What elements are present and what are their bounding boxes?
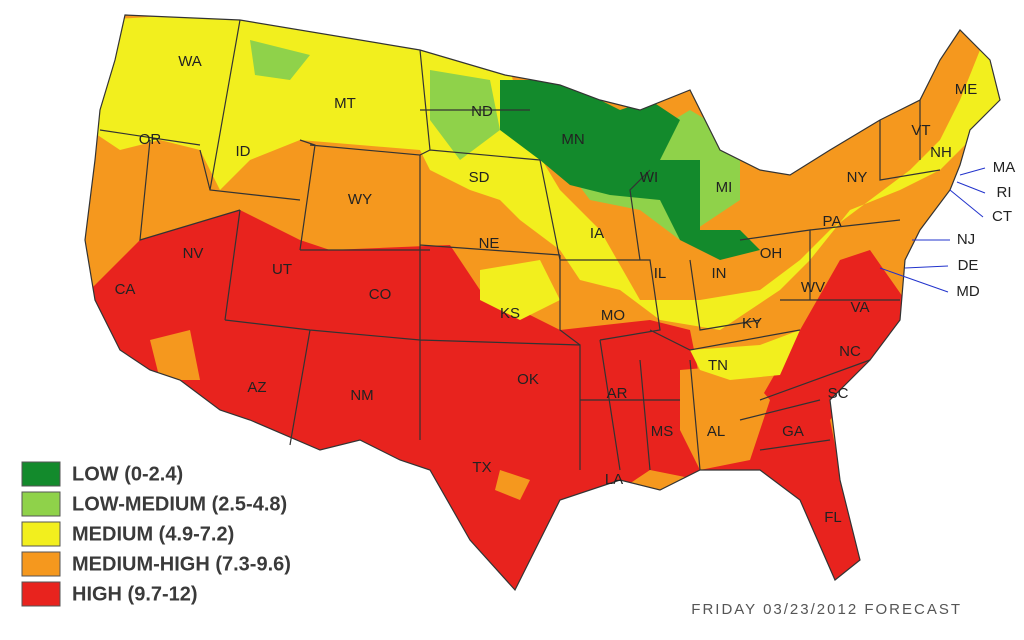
state-label: CO xyxy=(369,286,392,303)
state-label: KY xyxy=(742,315,762,332)
legend-swatch xyxy=(21,521,61,547)
legend: LOW (0-2.4) LOW-MEDIUM (2.5-4.8) MEDIUM (4… xyxy=(21,461,291,607)
state-label: IL xyxy=(654,265,667,282)
state-label: MS xyxy=(651,423,674,440)
state-label: NH xyxy=(930,144,952,161)
state-label: CT xyxy=(992,208,1012,225)
state-label: IN xyxy=(712,265,727,282)
legend-swatch xyxy=(21,491,61,517)
state-label: AZ xyxy=(247,379,266,396)
leader-lines xyxy=(879,167,986,293)
state-label: PA xyxy=(823,213,842,230)
state-label: WA xyxy=(178,53,202,70)
state-label: AR xyxy=(607,385,628,402)
us-outline xyxy=(84,14,1001,592)
state-label: MT xyxy=(334,95,356,112)
state-label: NV xyxy=(183,245,204,262)
state-label: MA xyxy=(993,159,1016,176)
state-label: TX xyxy=(472,459,491,476)
state-label: WV xyxy=(801,279,825,296)
state-label: DE xyxy=(958,257,979,274)
state-label: NE xyxy=(479,235,500,252)
state-label: MD xyxy=(956,283,979,300)
state-label: VT xyxy=(911,122,930,139)
state-label: KS xyxy=(500,305,520,322)
state-label: SC xyxy=(828,385,849,402)
state-label: WI xyxy=(640,169,658,186)
legend-swatch xyxy=(21,581,61,607)
forecast-date: FRIDAY 03/23/2012 FORECAST xyxy=(691,601,962,618)
state-label: TN xyxy=(708,357,728,374)
legend-label: LOW (0-2.4) xyxy=(72,463,183,485)
state-label: AL xyxy=(707,423,725,440)
state-label: WY xyxy=(348,191,372,208)
state-label: ND xyxy=(471,103,493,120)
state-label: MI xyxy=(716,179,733,196)
state-borders xyxy=(84,14,1001,592)
state-label: GA xyxy=(782,423,804,440)
state-label: OR xyxy=(139,131,162,148)
state-label: NC xyxy=(839,343,861,360)
state-label: MO xyxy=(601,307,625,324)
state-label: MN xyxy=(561,131,584,148)
state-label: OK xyxy=(517,371,539,388)
legend-swatch xyxy=(21,461,61,487)
region-medium xyxy=(480,260,800,380)
legend-label: MEDIUM-HIGH (7.3-9.6) xyxy=(72,553,291,575)
legend-label: MEDIUM (4.9-7.2) xyxy=(72,523,234,545)
state-label: NY xyxy=(847,169,868,186)
state-label: CA xyxy=(115,281,136,298)
state-label: ME xyxy=(955,81,978,98)
state-label: NJ xyxy=(957,231,975,248)
legend-label: HIGH (9.7-12) xyxy=(72,583,198,605)
state-label: ID xyxy=(236,143,251,160)
state-label: OH xyxy=(760,245,783,262)
state-label: LA xyxy=(605,471,623,488)
region-high xyxy=(85,210,905,590)
region-low xyxy=(500,80,760,260)
state-label: IA xyxy=(590,225,604,242)
state-label: NM xyxy=(350,387,373,404)
state-label: UT xyxy=(272,261,292,278)
legend-label: LOW-MEDIUM (2.5-4.8) xyxy=(72,493,287,515)
region-medium xyxy=(90,15,1000,330)
state-label: RI xyxy=(997,184,1012,201)
state-label: FL xyxy=(824,509,842,526)
state-label: SD xyxy=(469,169,490,186)
state-label: VA xyxy=(851,299,870,316)
legend-swatch xyxy=(21,551,61,577)
